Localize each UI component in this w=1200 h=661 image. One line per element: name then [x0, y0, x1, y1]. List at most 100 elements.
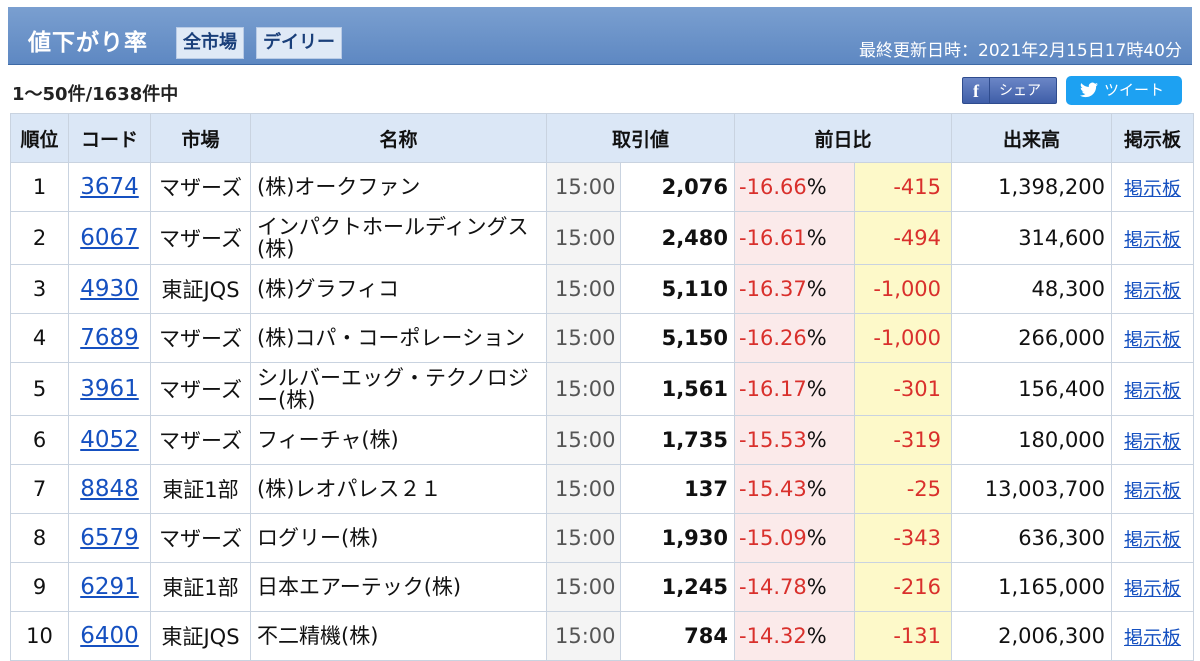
volume: 2,006,300	[951, 611, 1113, 661]
stock-code-link[interactable]: 6067	[80, 225, 139, 251]
rank-number: 3	[10, 264, 69, 314]
trade-price: 1,930	[619, 513, 736, 563]
market-name: 東証JQS	[150, 611, 251, 661]
ranking-header: 値下がり率 全市場 デイリー 最終更新日時：2021年2月15日17時40分	[8, 7, 1192, 65]
board-cell: 掲示板	[1111, 313, 1195, 363]
board-cell: 掲示板	[1111, 162, 1195, 212]
rank-number: 5	[10, 362, 69, 416]
rank-number: 8	[10, 513, 69, 563]
market-filter-tag[interactable]: 全市場	[176, 27, 244, 59]
market-name: マザーズ	[150, 162, 251, 212]
trade-time: 15:00	[546, 415, 621, 465]
table-row: 5 3961 マザーズ シルバーエッグ・テクノロジー(株) 15:00 1,561 -16.…	[10, 362, 1195, 416]
stock-code-link[interactable]: 3961	[80, 376, 139, 402]
rank-number: 10	[10, 611, 69, 661]
change-percent: -16.66%	[734, 162, 856, 212]
code-cell: 6291	[68, 562, 151, 612]
change-percent-value: -16.17	[739, 377, 807, 401]
code-cell: 4052	[68, 415, 151, 465]
change-percent-value: -16.66	[739, 175, 807, 199]
code-cell: 3674	[68, 162, 151, 212]
change-percent-value: -15.43	[739, 477, 807, 501]
trade-time: 15:00	[546, 562, 621, 612]
rank-number: 1	[10, 162, 69, 212]
market-name: マザーズ	[150, 211, 251, 265]
company-name: (株)グラフィコ	[250, 264, 547, 314]
rank-number: 6	[10, 415, 69, 465]
percent-symbol: %	[806, 477, 827, 501]
trade-time: 15:00	[546, 211, 621, 265]
volume: 314,600	[951, 211, 1113, 265]
stock-code-link[interactable]: 4052	[80, 427, 139, 453]
col-name: 名称	[250, 113, 547, 163]
company-name: 不二精機(株)	[250, 611, 547, 661]
company-name: (株)レオパレス２１	[250, 464, 547, 514]
stock-code-link[interactable]: 3674	[80, 174, 139, 200]
market-name: 東証1部	[150, 562, 251, 612]
company-name: (株)オークファン	[250, 162, 547, 212]
trade-time: 15:00	[546, 162, 621, 212]
market-name: マザーズ	[150, 415, 251, 465]
change-amount: -25	[854, 464, 953, 514]
tweet-button[interactable]: ツイート	[1066, 76, 1182, 105]
change-percent: -14.32%	[734, 611, 856, 661]
change-percent: -15.53%	[734, 415, 856, 465]
message-board-link[interactable]: 掲示板	[1124, 430, 1182, 453]
market-name: 東証1部	[150, 464, 251, 514]
change-amount: -131	[854, 611, 953, 661]
last-updated: 最終更新日時：2021年2月15日17時40分	[859, 41, 1182, 61]
stock-code-link[interactable]: 8848	[80, 476, 139, 502]
volume: 1,165,000	[951, 562, 1113, 612]
volume: 13,003,700	[951, 464, 1113, 514]
stock-code-link[interactable]: 6400	[80, 623, 139, 649]
percent-symbol: %	[806, 575, 827, 599]
trade-price: 2,076	[619, 162, 736, 212]
period-filter-tag[interactable]: デイリー	[256, 27, 342, 59]
facebook-icon: f	[963, 78, 990, 103]
code-cell: 4930	[68, 264, 151, 314]
stock-code-link[interactable]: 6579	[80, 525, 139, 551]
message-board-link[interactable]: 掲示板	[1124, 279, 1182, 302]
table-row: 9 6291 東証1部 日本エアーテック(株) 15:00 1,245 -14.78% -21…	[10, 562, 1195, 612]
message-board-link[interactable]: 掲示板	[1124, 626, 1182, 649]
change-percent: -16.61%	[734, 211, 856, 265]
company-name: (株)コパ・コーポレーション	[250, 313, 547, 363]
trade-time: 15:00	[546, 264, 621, 314]
message-board-link[interactable]: 掲示板	[1124, 577, 1182, 600]
message-board-link[interactable]: 掲示板	[1124, 379, 1182, 402]
change-percent: -16.37%	[734, 264, 856, 314]
company-name: インパクトホールディングス(株)	[250, 211, 547, 265]
twitter-bird-icon	[1080, 82, 1098, 98]
rank-number: 2	[10, 211, 69, 265]
stock-code-link[interactable]: 4930	[80, 276, 139, 302]
board-cell: 掲示板	[1111, 211, 1195, 265]
change-amount: -1,000	[854, 313, 953, 363]
change-amount: -494	[854, 211, 953, 265]
company-name: ログリー(株)	[250, 513, 547, 563]
tweet-label: ツイート	[1104, 81, 1165, 99]
change-percent-value: -16.61	[739, 226, 807, 250]
message-board-link[interactable]: 掲示板	[1124, 479, 1182, 502]
change-percent: -16.17%	[734, 362, 856, 416]
message-board-link[interactable]: 掲示板	[1124, 228, 1182, 251]
message-board-link[interactable]: 掲示板	[1124, 328, 1182, 351]
facebook-share-button[interactable]: f シェア	[962, 77, 1057, 104]
percent-symbol: %	[806, 377, 827, 401]
board-cell: 掲示板	[1111, 264, 1195, 314]
message-board-link[interactable]: 掲示板	[1124, 528, 1182, 551]
change-amount: -1,000	[854, 264, 953, 314]
change-percent-value: -14.78	[739, 575, 807, 599]
change-amount: -343	[854, 513, 953, 563]
trade-price: 137	[619, 464, 736, 514]
stock-code-link[interactable]: 6291	[80, 574, 139, 600]
stock-code-link[interactable]: 7689	[80, 325, 139, 351]
company-name: フィーチャ(株)	[250, 415, 547, 465]
col-rank: 順位	[10, 113, 69, 163]
market-name: マザーズ	[150, 313, 251, 363]
message-board-link[interactable]: 掲示板	[1124, 177, 1182, 200]
code-cell: 6400	[68, 611, 151, 661]
trade-price: 5,110	[619, 264, 736, 314]
trade-time: 15:00	[546, 611, 621, 661]
table-row: 6 4052 マザーズ フィーチャ(株) 15:00 1,735 -15.53% -319 18…	[10, 415, 1195, 465]
percent-symbol: %	[806, 326, 827, 350]
